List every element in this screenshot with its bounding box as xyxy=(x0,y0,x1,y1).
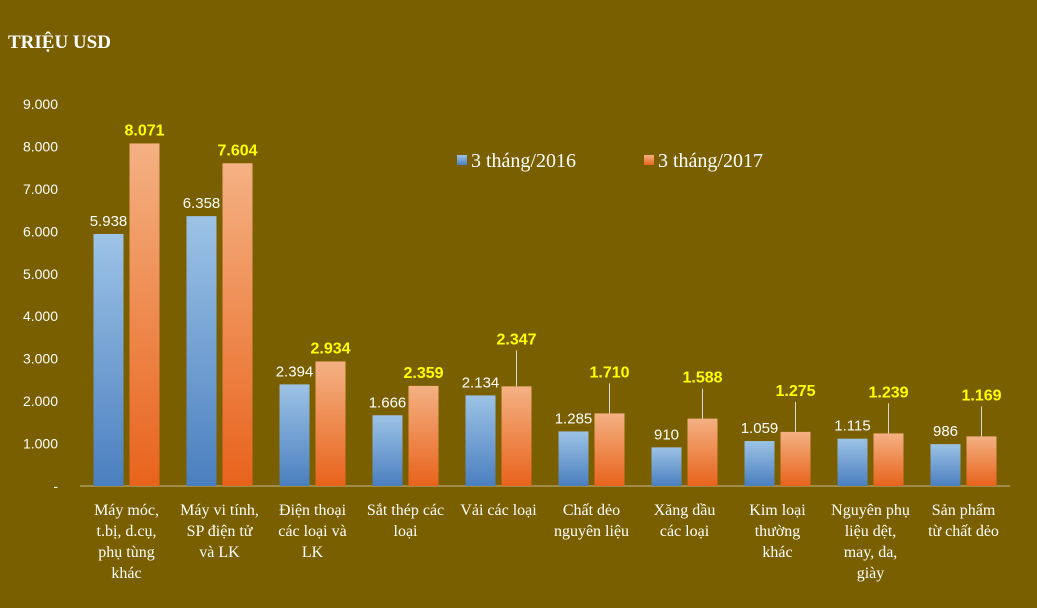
data-label-2016: 1.115 xyxy=(834,418,870,435)
category-label: Chất dẻo nguyên liệu xyxy=(554,502,629,540)
data-label-2017: 1.710 xyxy=(589,364,629,381)
category-label-line: LK xyxy=(302,544,324,561)
bar-2016 xyxy=(837,438,868,486)
bar-2017 xyxy=(222,163,253,486)
category-label: Kim loại thường khác xyxy=(749,502,806,561)
data-label-2017: 1.588 xyxy=(682,370,722,387)
bars-group xyxy=(93,143,997,486)
bar-2016 xyxy=(558,431,589,486)
data-label-2016: 2.134 xyxy=(462,374,500,391)
category-label-line: SP điện tử xyxy=(187,523,254,540)
bar-2017 xyxy=(780,431,811,486)
y-tick-label: 2.000 xyxy=(23,393,58,409)
data-label-2016: 1.666 xyxy=(369,394,407,411)
y-tick-label: 7.000 xyxy=(23,181,58,197)
bar-2016 xyxy=(651,447,682,486)
bar-2016 xyxy=(744,441,775,486)
category-label: Sản phẩm từ chất dẻo xyxy=(928,502,999,540)
data-label-2016: 986 xyxy=(933,423,958,440)
category-label-line: t.bị, d.cụ, xyxy=(97,523,157,540)
data-label-2016: 5.938 xyxy=(90,213,128,230)
y-tick-label: 9.000 xyxy=(23,96,58,112)
category-label-line: khác xyxy=(111,565,141,582)
legend-label: 3 tháng/2016 xyxy=(471,150,576,172)
data-label-2017: 1.169 xyxy=(961,387,1001,404)
y-tick-label: 6.000 xyxy=(23,223,58,239)
y-tick-label: - xyxy=(53,478,58,494)
bar-2017 xyxy=(501,386,532,486)
data-labels-group: 5.938 8.071 6.358 7.604 2.394 2.934 1.666 2.359… xyxy=(90,122,1002,443)
y-tick-label: 4.000 xyxy=(23,308,58,324)
category-label-line: Máy móc, xyxy=(94,502,159,519)
category-label: Vải các loại xyxy=(460,502,537,519)
category-label-line: khác xyxy=(762,544,792,561)
category-label-line: các loại và xyxy=(278,523,346,540)
data-label-2017: 2.934 xyxy=(310,340,350,357)
y-tick-label: 8.000 xyxy=(23,138,58,154)
data-label-2016: 1.285 xyxy=(555,410,593,427)
category-label-line: Nguyên phụ xyxy=(831,502,910,519)
data-label-2016: 6.358 xyxy=(183,195,221,212)
bar-2017 xyxy=(687,418,718,486)
bar-2016 xyxy=(372,415,403,486)
category-label-line: và LK xyxy=(199,544,240,561)
category-labels-group: Máy móc, t.bị, d.cụ, phụ tùng khác Máy vi tí… xyxy=(94,502,999,582)
category-label-line: loại xyxy=(394,523,419,540)
bar-2017 xyxy=(408,385,439,486)
bar-2016 xyxy=(93,233,124,486)
legend-swatch xyxy=(457,155,467,165)
data-label-2017: 8.071 xyxy=(124,122,164,139)
category-label: Máy vi tính, SP điện tử và LK xyxy=(180,502,259,561)
data-label-2017: 2.347 xyxy=(496,331,536,348)
data-label-2017: 2.359 xyxy=(403,365,443,382)
category-label: Nguyên phụ liệu dệt, may, da, giày xyxy=(831,502,910,582)
bar-2016 xyxy=(465,395,496,486)
legend-swatch xyxy=(644,155,654,165)
category-label-line: Sắt thép các xyxy=(367,502,444,519)
legend: 3 tháng/2016 3 tháng/2017 xyxy=(457,150,763,172)
category-label: Máy móc, t.bị, d.cụ, phụ tùng khác xyxy=(94,502,159,582)
category-label-line: Vải các loại xyxy=(460,502,537,519)
category-label-line: Sản phẩm xyxy=(932,502,996,519)
category-label-line: từ chất dẻo xyxy=(928,523,999,540)
bar-2017 xyxy=(315,361,346,486)
category-label: Xăng dầu các loại xyxy=(654,502,716,540)
data-label-2016: 2.394 xyxy=(276,363,314,380)
category-label: Điện thoại các loại và LK xyxy=(278,502,346,561)
category-label-line: nguyên liệu xyxy=(554,523,629,540)
bar-2017 xyxy=(966,436,997,486)
bar-2017 xyxy=(594,413,625,486)
data-label-2017: 1.275 xyxy=(775,383,815,400)
category-label-line: may, da, xyxy=(844,544,898,561)
bar-2017 xyxy=(873,433,904,486)
y-axis-title: TRIỆU USD xyxy=(8,31,111,53)
data-label-2016: 1.059 xyxy=(741,420,779,437)
y-tick-label: 3.000 xyxy=(23,351,58,367)
category-label-line: Chất dẻo xyxy=(563,502,620,519)
legend-label: 3 tháng/2017 xyxy=(658,150,763,172)
data-label-2017: 1.239 xyxy=(868,384,908,401)
bar-2016 xyxy=(279,384,310,486)
category-label: Sắt thép các loại xyxy=(367,502,444,540)
y-tick-label: 5.000 xyxy=(23,266,58,282)
category-label-line: Máy vi tính, xyxy=(180,502,259,519)
bar-2017 xyxy=(129,143,160,486)
y-tick-label: 1.000 xyxy=(23,436,58,452)
category-label-line: Kim loại xyxy=(749,502,806,519)
category-label-line: giày xyxy=(857,565,885,582)
category-label-line: Điện thoại xyxy=(279,502,347,519)
bar-2016 xyxy=(186,216,217,486)
category-label-line: phụ tùng xyxy=(98,544,154,561)
category-label-line: thường xyxy=(755,523,801,540)
category-label-line: liệu dệt, xyxy=(845,523,897,540)
bar-2016 xyxy=(930,444,961,486)
category-label-line: các loại xyxy=(660,523,710,540)
data-label-2016: 910 xyxy=(654,426,679,443)
data-label-2017: 7.604 xyxy=(217,142,257,159)
y-axis-ticks: - 1.000 2.000 3.000 4.000 5.000 6.000 7.000 8.00… xyxy=(23,96,58,494)
category-label-line: Xăng dầu xyxy=(654,502,716,519)
